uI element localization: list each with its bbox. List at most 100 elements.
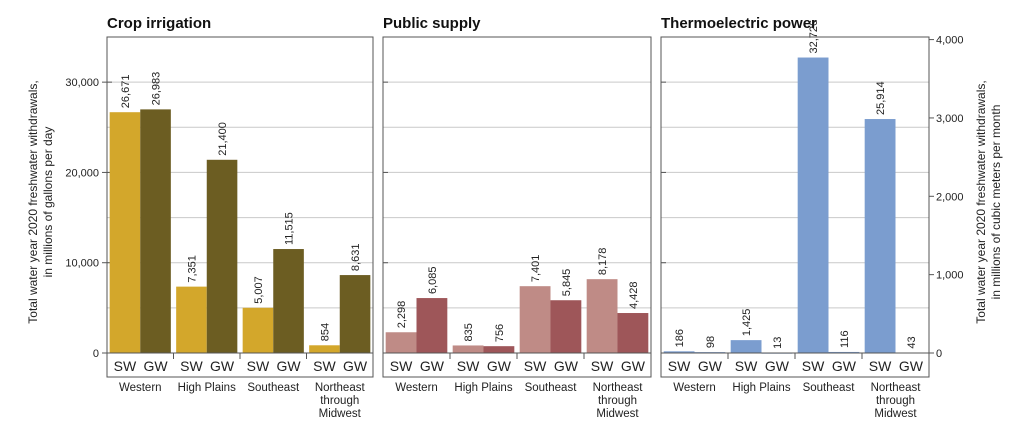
data-label: 186 bbox=[674, 329, 686, 347]
bar-category-label: GW bbox=[832, 358, 857, 374]
bar-gw bbox=[140, 109, 171, 354]
right-tick-label: 0 bbox=[936, 348, 942, 360]
bar-gw bbox=[617, 313, 649, 353]
right-tick-label: 3,000 bbox=[936, 113, 964, 125]
bar-category-label: GW bbox=[343, 358, 368, 374]
bar-category-label: GW bbox=[698, 358, 723, 374]
left-axis-label: Total water year 2020 freshwater withdra… bbox=[26, 80, 55, 323]
right-tick-label: 1,000 bbox=[936, 270, 964, 282]
left-tick-label: 0 bbox=[93, 348, 99, 360]
region-label: High Plains bbox=[178, 382, 236, 394]
region-label: Midwest bbox=[319, 408, 362, 420]
data-label: 26,671 bbox=[120, 75, 132, 109]
region-label: Southeast bbox=[803, 382, 856, 394]
bar-gw bbox=[339, 275, 371, 353]
region-label: Western bbox=[395, 382, 438, 394]
region-label: through bbox=[598, 395, 637, 407]
data-label: 13 bbox=[772, 337, 784, 349]
bar-gw bbox=[206, 159, 238, 353]
panel-frame bbox=[660, 36, 930, 378]
region-label: Western bbox=[119, 382, 162, 394]
data-label: 835 bbox=[463, 323, 475, 341]
bar-category-label: GW bbox=[487, 358, 512, 374]
bar-category-label: GW bbox=[554, 358, 579, 374]
right-tick-label: 4,000 bbox=[936, 35, 964, 47]
bar-sw bbox=[797, 57, 829, 353]
panel-frame bbox=[382, 36, 652, 378]
data-label: 4,428 bbox=[628, 281, 640, 309]
bar-category-label: SW bbox=[668, 358, 691, 374]
bar-sw bbox=[586, 279, 618, 353]
bar-gw bbox=[828, 351, 860, 353]
region-label: Northeast bbox=[871, 382, 922, 394]
region-label: Western bbox=[673, 382, 716, 394]
data-label: 2,298 bbox=[396, 301, 408, 329]
right-axis-label: Total water year 2020 freshwater withdra… bbox=[974, 80, 1003, 323]
data-label: 1,425 bbox=[741, 309, 753, 337]
region-label: Midwest bbox=[874, 408, 917, 420]
bar-category-label: SW bbox=[390, 358, 413, 374]
data-label: 21,400 bbox=[217, 122, 229, 156]
bar-category-label: SW bbox=[591, 358, 614, 374]
left-axis-ticks: 0 10,000 20,000 30,000 bbox=[65, 77, 107, 360]
bar-category-label: GW bbox=[420, 358, 445, 374]
bar-sw bbox=[176, 286, 207, 353]
data-label: 43 bbox=[906, 336, 918, 348]
data-label: 8,631 bbox=[350, 244, 362, 272]
data-label: 116 bbox=[839, 330, 851, 348]
panel-title: Thermoelectric power bbox=[661, 15, 817, 32]
region-label: High Plains bbox=[732, 382, 790, 394]
bar-category-label: GW bbox=[899, 358, 924, 374]
data-label: 98 bbox=[705, 336, 717, 348]
bar-category-label: SW bbox=[457, 358, 480, 374]
panel-0: Crop irrigation 26,671 SW 26,983 GW Western 7,… bbox=[106, 15, 374, 420]
panel-frame bbox=[106, 36, 374, 378]
region-label: Midwest bbox=[596, 408, 639, 420]
bar-sw bbox=[452, 345, 484, 353]
left-tick-label: 20,000 bbox=[65, 167, 99, 179]
data-label: 756 bbox=[494, 324, 506, 342]
bar-category-label: GW bbox=[765, 358, 790, 374]
bar-category-label: SW bbox=[802, 358, 825, 374]
region-label: Northeast bbox=[593, 382, 644, 394]
data-label: 5,007 bbox=[253, 276, 265, 304]
bar-sw bbox=[385, 332, 417, 353]
bar-category-label: GW bbox=[143, 358, 168, 374]
region-label: High Plains bbox=[454, 382, 512, 394]
bar-category-label: SW bbox=[313, 358, 336, 374]
left-axis-label-line2: in millions of gallons per day bbox=[41, 127, 55, 278]
right-axis-label-line2: in millions of cubic meters per month bbox=[989, 105, 1003, 300]
data-label: 25,914 bbox=[875, 81, 887, 115]
bar-sw bbox=[663, 351, 695, 353]
region-label: Northeast bbox=[315, 382, 366, 394]
bar-category-label: SW bbox=[869, 358, 892, 374]
bar-sw bbox=[309, 345, 340, 353]
region-label: Southeast bbox=[247, 382, 300, 394]
right-axis-label-line1: Total water year 2020 freshwater withdra… bbox=[974, 80, 988, 323]
bar-category-label: SW bbox=[247, 358, 270, 374]
bar-sw bbox=[864, 119, 896, 353]
panel-2: Thermoelectric power 186 SW 98 GW Western 1,42… bbox=[660, 15, 930, 420]
bar-sw bbox=[519, 286, 551, 353]
panel-title: Crop irrigation bbox=[107, 15, 211, 32]
bar-sw bbox=[109, 112, 141, 353]
left-axis-label-line1: Total water year 2020 freshwater withdra… bbox=[26, 80, 40, 323]
bar-category-label: SW bbox=[180, 358, 203, 374]
data-label: 6,085 bbox=[427, 267, 439, 295]
right-tick-label: 2,000 bbox=[936, 191, 964, 203]
bar-gw bbox=[273, 249, 304, 353]
left-tick-label: 10,000 bbox=[65, 258, 99, 270]
left-tick-label: 30,000 bbox=[65, 77, 99, 89]
bar-gw bbox=[550, 300, 582, 353]
data-label: 8,178 bbox=[597, 248, 609, 276]
region-label: Southeast bbox=[525, 382, 578, 394]
data-label: 7,351 bbox=[186, 255, 198, 283]
panel-1: Public supply 2,298 SW 6,085 GW Western 835 SW 7… bbox=[382, 15, 652, 420]
panels: Crop irrigation 26,671 SW 26,983 GW Western 7,… bbox=[106, 15, 930, 420]
region-label: through bbox=[320, 395, 359, 407]
bar-category-label: GW bbox=[210, 358, 235, 374]
bar-sw bbox=[730, 340, 762, 353]
data-label: 7,401 bbox=[530, 255, 542, 283]
bar-gw bbox=[416, 298, 448, 353]
